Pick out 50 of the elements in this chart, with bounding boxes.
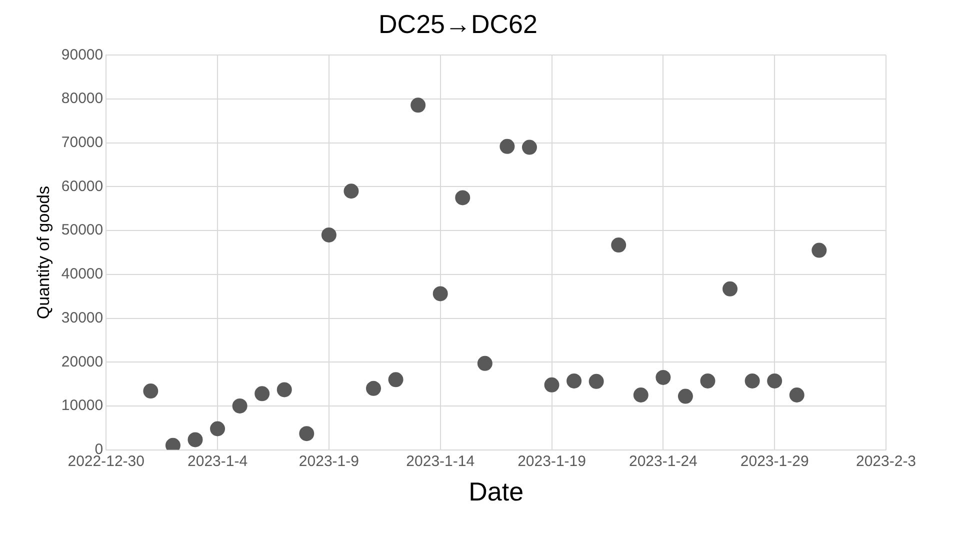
point (522, 140, 537, 155)
point (477, 356, 492, 371)
point (344, 184, 359, 199)
x-tick-label: 2023-1-9 (298, 452, 359, 470)
x-tick-label: 2023-2-3 (856, 452, 916, 470)
y-tick-label: 30000 (61, 309, 104, 326)
x-axis-title: Date (468, 476, 524, 507)
point (321, 227, 336, 242)
point (143, 384, 158, 399)
point (789, 387, 804, 402)
x-tick-label: 2023-1-4 (188, 452, 248, 470)
chart-title: DC25→DC62 (378, 8, 538, 39)
y-tick-label: 40000 (61, 266, 104, 283)
point (432, 286, 448, 302)
point (210, 421, 226, 436)
point (299, 426, 314, 442)
point (410, 98, 426, 113)
point (700, 373, 716, 388)
point (633, 387, 648, 402)
point (812, 242, 827, 258)
point (500, 138, 515, 154)
y-tick-label: 10000 (61, 397, 104, 414)
y-tick-label: 20000 (61, 353, 104, 370)
point (588, 374, 604, 389)
x-tick-label: 2023-1-29 (740, 452, 809, 470)
y-tick-label: 60000 (61, 178, 104, 195)
x-tick-label: 2023-1-19 (518, 452, 586, 470)
point (232, 398, 248, 414)
point (254, 386, 270, 402)
y-tick-label: 50000 (61, 222, 104, 239)
point (188, 432, 203, 448)
point (722, 281, 738, 296)
point (656, 370, 671, 385)
x-tick-label: 2023-1-24 (628, 452, 698, 470)
point (611, 238, 626, 253)
x-tick-label: 2022-12-30 (68, 452, 144, 470)
point (744, 373, 760, 388)
point (276, 382, 292, 398)
point (455, 190, 470, 206)
y-tick-label: 80000 (61, 90, 104, 108)
y-tick-label: 90000 (61, 46, 104, 64)
point (544, 377, 560, 392)
point (388, 372, 404, 388)
y-axis-title: Quantity of goods (34, 186, 53, 320)
point (767, 373, 782, 388)
point (678, 388, 693, 404)
y-tick-label: 70000 (61, 134, 104, 152)
x-tick-label: 2023-1-14 (406, 452, 475, 470)
point (566, 373, 582, 388)
point (366, 380, 381, 396)
